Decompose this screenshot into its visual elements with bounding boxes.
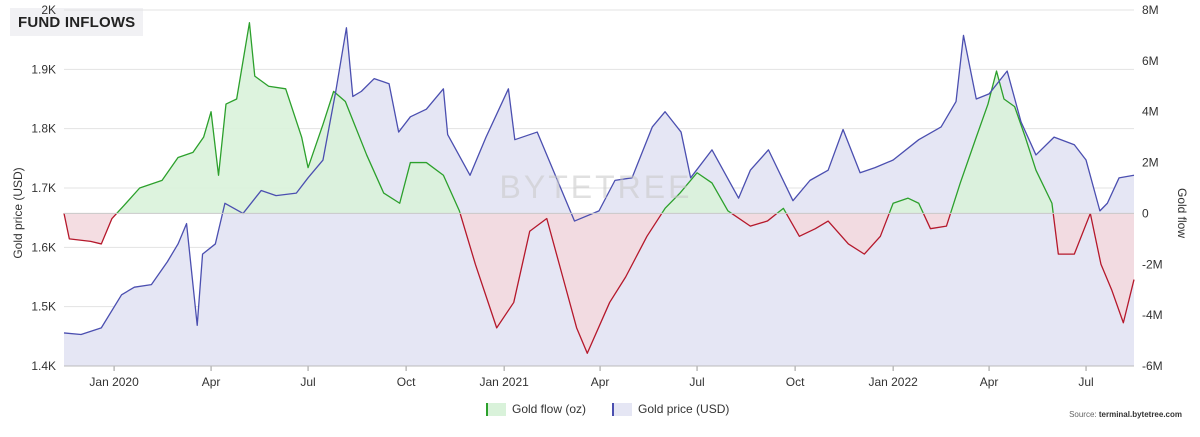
y-right-tick-label: 6M: [1142, 54, 1159, 68]
x-tick-label: Oct: [786, 375, 805, 389]
y-left-tick-label: 1.6K: [31, 240, 56, 254]
x-tick-label: Apr: [202, 375, 221, 389]
flow-area-negative: [731, 213, 777, 227]
flow-line-negative: [1089, 213, 1135, 324]
x-tick-label: Jul: [689, 375, 704, 389]
y-right-tick-label: -6M: [1142, 359, 1163, 373]
flow-line-negative: [731, 212, 778, 227]
flow-area-negative: [923, 213, 951, 229]
y-left-tick-label: 1.8K: [31, 122, 56, 136]
watermark: BYTETREE: [500, 169, 693, 205]
flow-line-negative: [63, 212, 118, 245]
flow-line-positive: [776, 207, 787, 214]
source-link[interactable]: terminal.bytetree.com: [1098, 410, 1182, 419]
legend: Gold flow (oz) Gold price (USD): [486, 402, 729, 416]
y-left-tick-label: 1.7K: [31, 181, 56, 195]
legend-item-gold-price[interactable]: Gold price (USD): [612, 402, 729, 416]
price-area: [64, 27, 1134, 367]
y-left-tick-label: 2K: [41, 3, 56, 17]
source-prefix: Source:: [1069, 410, 1099, 419]
legend-swatch-gold-price: [612, 402, 633, 416]
x-tick-label: Apr: [591, 375, 610, 389]
flow-line-positive: [888, 197, 925, 214]
source-credit: Source: terminal.bytetree.com: [1069, 410, 1182, 419]
y-left-tick-label: 1.5K: [31, 300, 56, 314]
flow-area-negative: [1053, 213, 1091, 255]
plot-area: [63, 22, 1135, 367]
y-right-tick-label: 8M: [1142, 3, 1159, 17]
flow-area-positive: [950, 71, 1054, 214]
flow-line-positive: [949, 70, 1054, 214]
y-left-axis-title: Gold price (USD): [11, 167, 25, 258]
flow-line-positive: [661, 172, 733, 214]
chart-title-box: FUND INFLOWS: [10, 8, 144, 36]
axes: 1.4K 1.5K 1.6K 1.7K 1.8K 1.9K 2K -6M -4M -2M 0 2M 4M…: [31, 3, 1162, 389]
flow-line-positive: [116, 22, 461, 214]
flow-area-negative: [1090, 213, 1134, 323]
flow-line-negative: [922, 213, 952, 230]
x-tick-label: Apr: [980, 375, 999, 389]
y-right-tick-label: -4M: [1142, 308, 1163, 322]
flow-line-negative: [785, 213, 890, 255]
price-line: [63, 27, 1135, 336]
legend-swatch-gold-flow: [486, 402, 506, 416]
x-tick-label: Oct: [397, 375, 416, 389]
flow-line-negative: [459, 213, 663, 354]
x-tick-label: Jan 2021: [479, 375, 529, 389]
legend-label-gold-price: Gold price (USD): [638, 402, 730, 416]
y-right-tick-label: 0: [1142, 206, 1149, 220]
y-right-tick-label: -2M: [1142, 257, 1163, 271]
x-tick-label: Jul: [1078, 375, 1093, 389]
y-right-tick-label: 4M: [1142, 105, 1159, 119]
x-tick-label: Jul: [300, 375, 315, 389]
flow-area-negative: [460, 213, 662, 354]
y-right-axis-title: Gold flow: [1175, 188, 1189, 238]
chart-title: FUND INFLOWS: [18, 13, 136, 31]
x-tick-label: Jan 2020: [89, 375, 139, 389]
flow-area-positive: [661, 172, 732, 214]
flow-area-negative: [64, 213, 117, 244]
legend-label-gold-flow: Gold flow (oz): [512, 402, 587, 416]
y-left-tick-label: 1.4K: [31, 359, 56, 373]
flow-line-negative: [1052, 213, 1091, 255]
legend-item-gold-flow[interactable]: Gold flow (oz): [486, 402, 586, 416]
y-right-tick-label: 2M: [1142, 156, 1159, 170]
x-tick-label: Jan 2022: [868, 375, 918, 389]
flow-area-positive: [116, 22, 461, 214]
y-left-tick-label: 1.9K: [31, 62, 56, 76]
flow-area-negative: [786, 213, 890, 255]
